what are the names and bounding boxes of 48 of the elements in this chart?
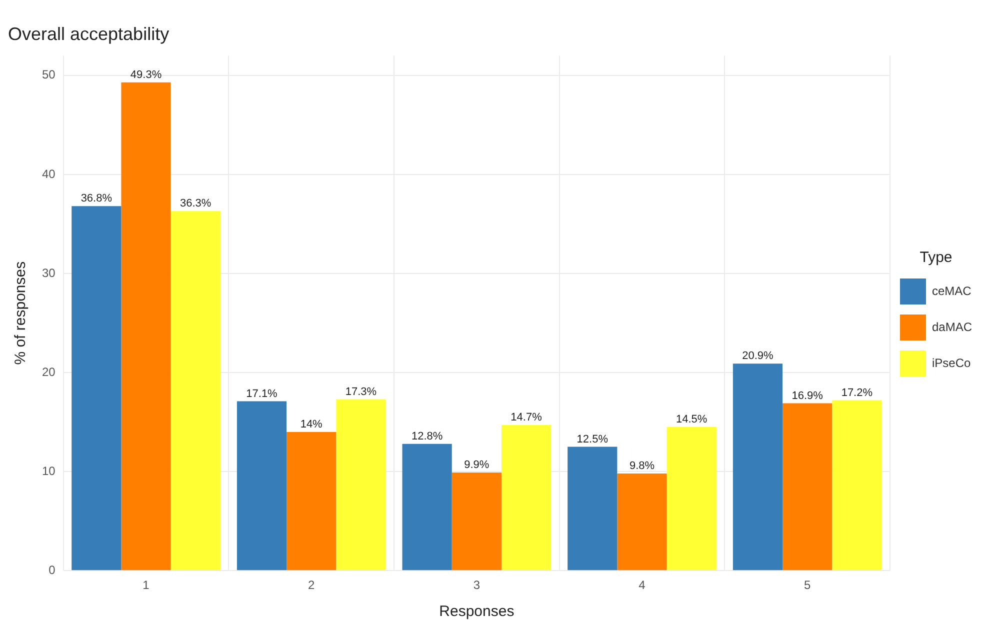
- x-tick-label: 3: [473, 578, 480, 592]
- data-label: 14.7%: [510, 412, 542, 424]
- y-tick-label: 10: [42, 464, 56, 478]
- data-label: 12.8%: [411, 430, 443, 442]
- legend-label: iPseCo: [932, 356, 971, 370]
- data-label: 9.9%: [464, 459, 490, 472]
- y-tick-label: 20: [42, 364, 56, 379]
- legend-label: daMAC: [932, 320, 972, 334]
- bar: [832, 400, 882, 570]
- y-tick-label: 40: [42, 166, 56, 181]
- bar: [782, 403, 832, 570]
- chart-title: Overall acceptability: [8, 24, 170, 44]
- bar: [402, 444, 452, 570]
- bar: [72, 206, 122, 570]
- bar: [121, 82, 171, 570]
- bar: [732, 364, 783, 570]
- x-tick-label: 4: [638, 578, 646, 592]
- data-label: 16.9%: [792, 390, 824, 402]
- bar: [666, 426, 716, 570]
- bar: [501, 425, 552, 570]
- legend-title: Type: [920, 249, 952, 266]
- data-label: 36.8%: [80, 192, 112, 205]
- data-label: 17.3%: [345, 386, 377, 398]
- y-axis-title: % of responses: [12, 261, 30, 365]
- data-label: 36.3%: [180, 198, 212, 210]
- bar: [568, 446, 618, 570]
- y-tick-label: 0: [48, 562, 56, 577]
- y-tick-label: 50: [42, 68, 56, 82]
- bar: [617, 474, 667, 570]
- bar: [286, 432, 336, 570]
- data-label: 17.1%: [246, 388, 278, 400]
- x-tick-label: 2: [308, 578, 315, 592]
- data-label: 14%: [300, 418, 323, 430]
- bar: [336, 399, 386, 570]
- x-axis-title: Responses: [439, 603, 514, 620]
- y-tick-label: 30: [42, 266, 56, 280]
- data-label: 49.3%: [130, 68, 162, 81]
- data-label: 9.8%: [629, 460, 655, 472]
- bar: [170, 211, 220, 570]
- x-tick-label: 1: [142, 578, 150, 592]
- data-label: 17.2%: [841, 386, 873, 399]
- data-label: 20.9%: [742, 350, 774, 362]
- legend-label: ceMAC: [932, 284, 972, 298]
- bar: [236, 401, 287, 570]
- bar: [452, 472, 502, 570]
- data-label: 12.5%: [576, 433, 608, 446]
- x-tick-label: 5: [804, 578, 811, 592]
- data-label: 14.5%: [676, 414, 708, 426]
